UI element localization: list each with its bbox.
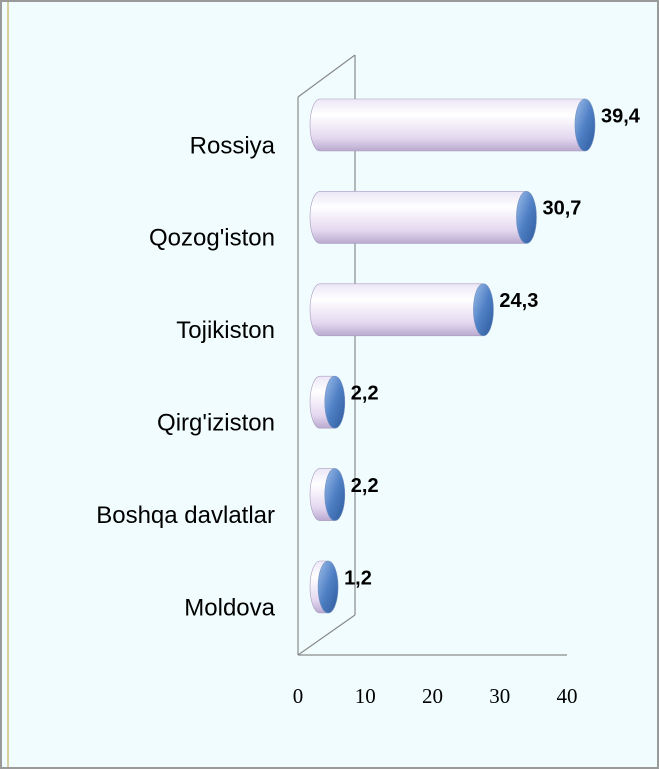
- bar: [309, 98, 586, 152]
- bar-cap: [324, 468, 346, 521]
- category-label: Moldova: [184, 594, 275, 621]
- bar-cap: [516, 191, 537, 244]
- category-label: Boshqa davlatlar: [96, 502, 275, 529]
- bar-cap: [317, 560, 339, 614]
- bar-cap: [324, 375, 346, 429]
- category-label: Qozog'iston: [149, 225, 275, 252]
- bar-cap: [473, 283, 494, 337]
- bar: [309, 191, 527, 244]
- category-label: Rossiya: [190, 132, 276, 159]
- bar: [309, 283, 484, 337]
- x-tick-label: 10: [355, 684, 376, 708]
- value-label: 1,2: [344, 567, 372, 589]
- category-label: Qirg'iziston: [157, 410, 275, 437]
- category-label: Tojikiston: [176, 317, 275, 344]
- x-tick-label: 20: [422, 684, 443, 708]
- value-label: 30,7: [542, 198, 581, 220]
- value-label: 24,3: [499, 290, 538, 312]
- bar-cap: [574, 98, 596, 152]
- x-tick-label: 40: [557, 684, 578, 708]
- value-label: 2,2: [351, 475, 379, 497]
- value-label: 2,2: [351, 382, 379, 404]
- value-label: 39,4: [601, 105, 641, 127]
- x-tick-label: 0: [293, 684, 304, 708]
- x-tick-label: 30: [489, 684, 510, 708]
